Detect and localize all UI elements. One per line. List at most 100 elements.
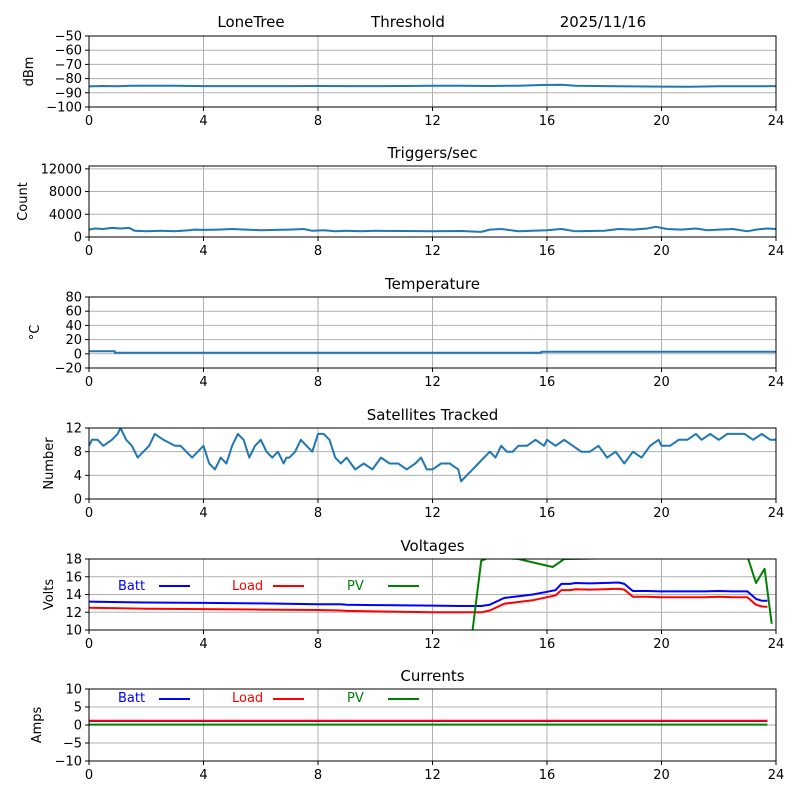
y-tick-label: −80 — [55, 72, 82, 87]
x-tick-label: 20 — [653, 375, 670, 390]
panel-triggers: 0 4 8 12 16 20 24 0 4000 8000 12000 Triggers/sec Cou… — [16, 144, 784, 259]
x-tick-label: 24 — [768, 768, 785, 783]
series-group — [89, 350, 776, 354]
series-group — [89, 559, 773, 630]
x-tick-label: 24 — [768, 244, 785, 259]
x-tick-label: 12 — [424, 506, 441, 521]
y-tick-label: 40 — [65, 319, 82, 334]
x-tick-label: 0 — [85, 114, 93, 129]
legend: Batt Load PV — [118, 691, 419, 706]
x-tick-label: 16 — [539, 375, 556, 390]
panel-title: Voltages — [400, 537, 464, 555]
y-tick-label: 16 — [65, 570, 82, 585]
x-tick-label: 0 — [85, 506, 93, 521]
x-tick-label: 8 — [314, 375, 322, 390]
x-tick-label: 4 — [199, 375, 207, 390]
panel-title: Satellites Tracked — [367, 406, 498, 424]
y-tick-label: 0 — [74, 347, 82, 362]
x-tick-label: 4 — [199, 637, 207, 652]
y-axis-label: Count — [16, 182, 31, 221]
y-axis-label: °C — [28, 325, 43, 341]
series-group — [89, 719, 768, 726]
series-line-triggers — [89, 225, 776, 233]
y-axis-label: dBm — [22, 57, 37, 87]
y-tick-label: 14 — [65, 588, 82, 603]
plot-date: 2025/11/16 — [560, 13, 646, 31]
y-tick-label: 80 — [65, 291, 82, 306]
y-tick-label: 60 — [65, 305, 82, 320]
x-tick-label: 8 — [314, 114, 322, 129]
x-tick-label: 8 — [314, 506, 322, 521]
y-tick-label: −5 — [63, 737, 82, 752]
y-tick-label: 8000 — [49, 185, 82, 200]
x-tick-label: 12 — [424, 244, 441, 259]
y-tick-label: 8 — [74, 445, 82, 460]
series-group — [89, 428, 776, 483]
series-group — [89, 225, 776, 233]
y-tick-label: 20 — [65, 333, 82, 348]
series-line-pv — [471, 559, 773, 630]
x-tick-label: 0 — [85, 637, 93, 652]
y-tick-label: 0 — [74, 719, 82, 734]
panel-title: Temperature — [384, 275, 480, 293]
x-tick-label: 8 — [314, 637, 322, 652]
figure-header: LoneTree Threshold 2025/11/16 — [217, 13, 646, 31]
panel-title: Currents — [400, 667, 464, 685]
y-tick-label: 4 — [74, 469, 82, 484]
grid — [88, 558, 777, 631]
y-axis-label: Amps — [30, 706, 45, 743]
series-line-batt — [89, 581, 768, 607]
panel-satellites: 0 4 8 12 16 20 24 0 4 8 12 Satellites Tracked Number — [42, 406, 784, 521]
legend-label-batt: Batt — [118, 691, 145, 706]
y-tick-label: −10 — [55, 755, 82, 770]
y-tick-label: 10 — [65, 683, 82, 698]
y-tick-label: −60 — [55, 44, 82, 59]
x-tick-label: 12 — [424, 375, 441, 390]
x-tick-label: 16 — [539, 114, 556, 129]
y-tick-label: 0 — [74, 231, 82, 246]
x-tick-label: 4 — [199, 244, 207, 259]
legend-label-pv: PV — [347, 579, 364, 594]
y-tick-label: 18 — [65, 553, 82, 568]
y-tick-label: 12000 — [41, 162, 82, 177]
x-tick-label: 12 — [424, 768, 441, 783]
x-tick-label: 12 — [424, 114, 441, 129]
legend-label-load: Load — [232, 579, 263, 594]
series-group — [89, 83, 776, 88]
y-tick-label: 12 — [65, 606, 82, 621]
series-line-temperature — [89, 350, 776, 354]
y-tick-label: 4000 — [49, 208, 82, 223]
panel-threshold: 0 4 8 12 16 20 24 −50−60−70−80−90−100 dBm — [22, 30, 784, 130]
y-tick-label: −20 — [55, 362, 82, 377]
y-tick-label: −100 — [46, 101, 82, 116]
grid — [88, 166, 777, 238]
panel-title: Triggers/sec — [387, 144, 478, 162]
x-tick-label: 20 — [653, 114, 670, 129]
series-line-load — [89, 587, 768, 614]
y-axis-label: Number — [42, 437, 57, 490]
legend: Batt Load PV — [118, 579, 419, 594]
x-tick-label: 8 — [314, 768, 322, 783]
y-tick-label: −90 — [55, 86, 82, 101]
x-tick-label: 0 — [85, 244, 93, 259]
x-tick-label: 16 — [539, 244, 556, 259]
x-tick-label: 24 — [768, 114, 785, 129]
x-tick-label: 16 — [539, 768, 556, 783]
series-line-satellites — [89, 428, 776, 483]
x-tick-label: 20 — [653, 637, 670, 652]
x-tick-label: 16 — [539, 637, 556, 652]
grid — [88, 296, 777, 369]
y-tick-label: 0 — [74, 493, 82, 508]
legend-label-pv: PV — [347, 691, 364, 706]
panel-currents: 0 4 8 12 16 20 24 10 5 0 −5 −10 Currents Amps Batt Load… — [30, 667, 784, 783]
x-tick-label: 24 — [768, 375, 785, 390]
x-tick-label: 24 — [768, 506, 785, 521]
x-tick-label: 4 — [199, 506, 207, 521]
x-tick-label: 0 — [85, 768, 93, 783]
y-tick-label: 12 — [65, 422, 82, 437]
panel-voltages: 0 4 8 12 16 20 24 10 12 14 16 18 Voltages Volts Batt Lo… — [42, 537, 784, 652]
legend-label-load: Load — [232, 691, 263, 706]
grid — [88, 427, 777, 500]
x-tick-label: 20 — [653, 506, 670, 521]
